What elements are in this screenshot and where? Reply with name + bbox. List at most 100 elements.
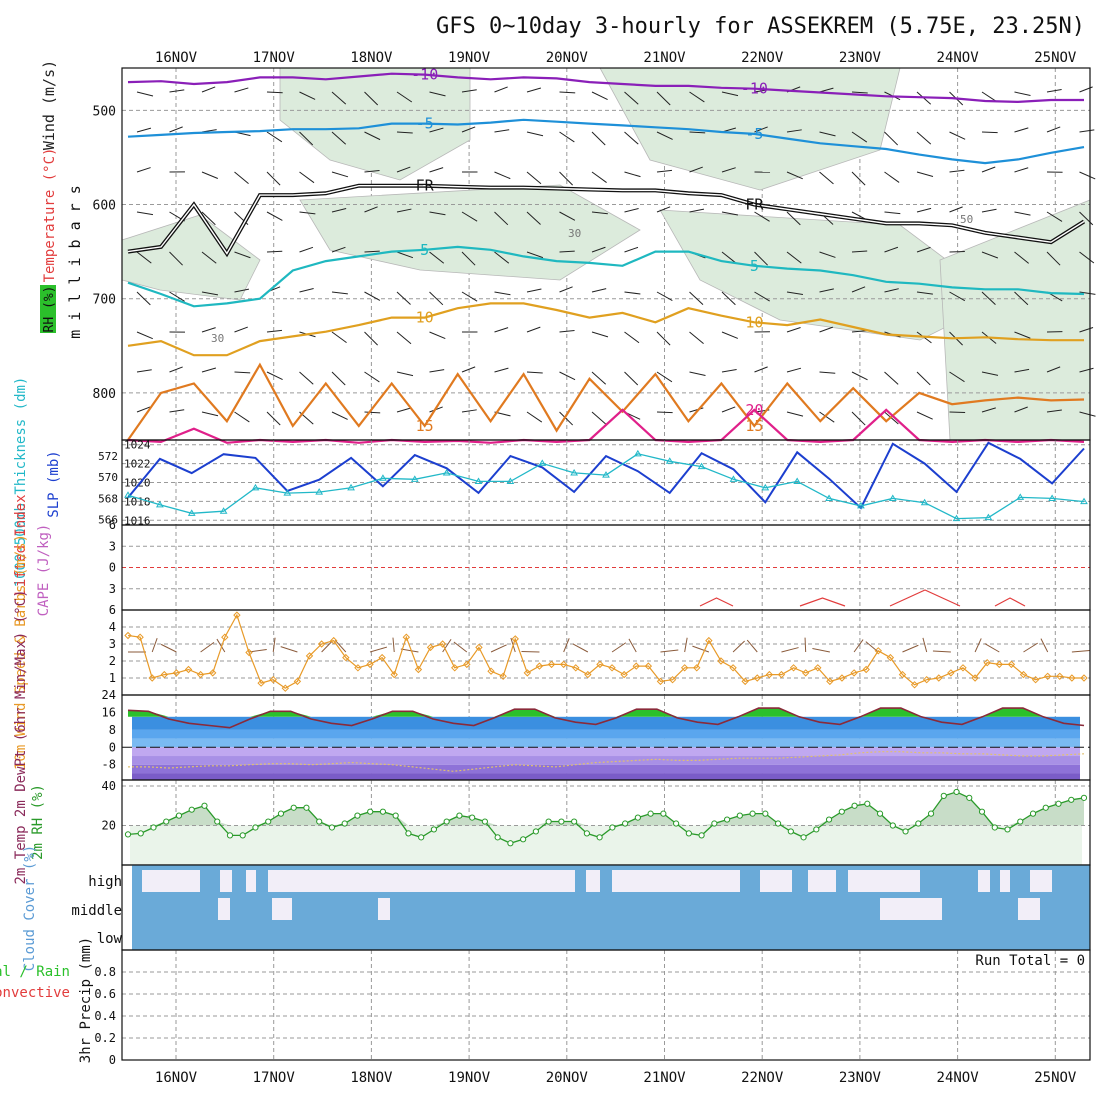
rh-marker <box>508 841 513 846</box>
cloud-gap-middle <box>218 898 230 920</box>
cloud-row-low: low <box>97 931 123 947</box>
precip-tick-label: 0.8 <box>94 965 116 979</box>
li-tick-label: 3 <box>109 539 116 553</box>
rh-marker <box>623 821 628 826</box>
wind-barb <box>495 368 509 372</box>
wind-barb <box>1015 168 1029 172</box>
panel-frame <box>122 610 1090 695</box>
rh-marker <box>495 835 500 840</box>
wind-barb <box>975 638 981 652</box>
rh-marker <box>597 835 602 840</box>
rh-marker <box>240 833 245 838</box>
rh-marker <box>470 815 475 820</box>
wind-barb <box>625 208 639 212</box>
temp-tick-label: 8 <box>109 723 116 737</box>
wind-barb <box>332 412 348 419</box>
wind-barb <box>1080 172 1096 179</box>
rh-marker <box>954 789 959 794</box>
wind-barb <box>393 638 394 652</box>
wind-barb <box>885 212 901 214</box>
wind-barb <box>917 132 931 144</box>
precip-tick-label: 0.2 <box>94 1031 116 1045</box>
wind-tick-label: 1 <box>109 671 116 685</box>
wind-barb <box>592 172 607 183</box>
wind-barb <box>370 647 387 652</box>
rh-marker <box>635 815 640 820</box>
wind-barb <box>755 367 768 372</box>
rh-marker <box>903 829 908 834</box>
thickness-tick-label: 570 <box>98 471 118 484</box>
cloud-gap-middle <box>272 898 292 920</box>
wind-barb <box>660 650 678 652</box>
rh-marker <box>890 823 895 828</box>
temp-tick-label: -8 <box>102 758 116 772</box>
temperature-contour-label: 5 <box>420 241 429 259</box>
wind-barb <box>527 88 541 92</box>
rh-marker <box>533 829 538 834</box>
precip-tick-label: 0.4 <box>94 1009 116 1023</box>
temp-band <box>132 773 1080 780</box>
rh-shading <box>300 185 640 280</box>
wind-barb <box>332 172 348 177</box>
pressure-tick-label: 800 <box>93 387 116 402</box>
pressure-tick-label: 700 <box>93 293 116 308</box>
li-tick-label: 6 <box>109 518 116 532</box>
thickness-tick-label: 572 <box>98 450 118 463</box>
panel-frame <box>122 950 1090 1060</box>
wind-barb <box>332 292 348 294</box>
wind-barb <box>202 172 218 178</box>
wind-barb <box>235 88 249 92</box>
wind-barb <box>1047 90 1062 92</box>
wind-barb <box>592 412 606 424</box>
wind-barb <box>332 332 347 343</box>
temperature-contour-label: 10 <box>745 313 763 331</box>
temperature-contour-label: 15 <box>416 417 434 435</box>
date-label-bottom: 24NOV <box>937 1070 980 1086</box>
cloud-gap-high <box>760 870 792 892</box>
wind-barb <box>982 167 995 172</box>
wind-barb <box>137 168 151 172</box>
wind-barb <box>852 172 865 185</box>
wind-barb <box>917 412 933 419</box>
temperature-contour-label: -5 <box>416 115 434 133</box>
rh-fill <box>128 792 1084 826</box>
rh-marker <box>125 832 130 837</box>
wind-barb <box>690 332 704 344</box>
date-label-bottom: 20NOV <box>546 1070 589 1086</box>
wind-barb <box>365 292 380 300</box>
wind-barb <box>527 289 541 292</box>
cloud-gap-high <box>246 870 256 892</box>
date-label-bottom: 17NOV <box>253 1070 296 1086</box>
wind-barb <box>787 328 801 332</box>
wind-barb <box>1080 87 1093 92</box>
rh-contour-label: 50 <box>960 213 973 226</box>
temperature-contour <box>128 120 1084 163</box>
wind-barb <box>625 292 641 294</box>
wind-barb <box>495 87 508 92</box>
rh-marker <box>304 805 309 810</box>
cloud-row-high: high <box>88 874 122 890</box>
rh-marker <box>215 819 220 824</box>
wind-barb <box>397 292 411 305</box>
wind-barb <box>527 132 543 136</box>
li-tick-label: 0 <box>109 561 116 575</box>
rh-marker <box>610 825 615 830</box>
wind-barb <box>281 647 298 652</box>
rh-marker <box>801 835 806 840</box>
temperature-contour-label: 5 <box>750 257 759 275</box>
rh-marker <box>546 819 551 824</box>
wind-barb <box>401 649 419 652</box>
rh-marker <box>724 817 729 822</box>
cloud-gap-high <box>586 870 600 892</box>
temp-band <box>132 739 1080 748</box>
cloud-row-middle: middle <box>71 903 122 919</box>
rh-marker <box>661 811 666 816</box>
wind-barb <box>733 641 745 652</box>
wind-barb <box>852 412 865 425</box>
wind-barb <box>397 332 411 344</box>
wind-tick-label: 2 <box>109 654 116 668</box>
date-label-bottom: 19NOV <box>448 1070 491 1086</box>
rh-marker <box>227 833 232 838</box>
